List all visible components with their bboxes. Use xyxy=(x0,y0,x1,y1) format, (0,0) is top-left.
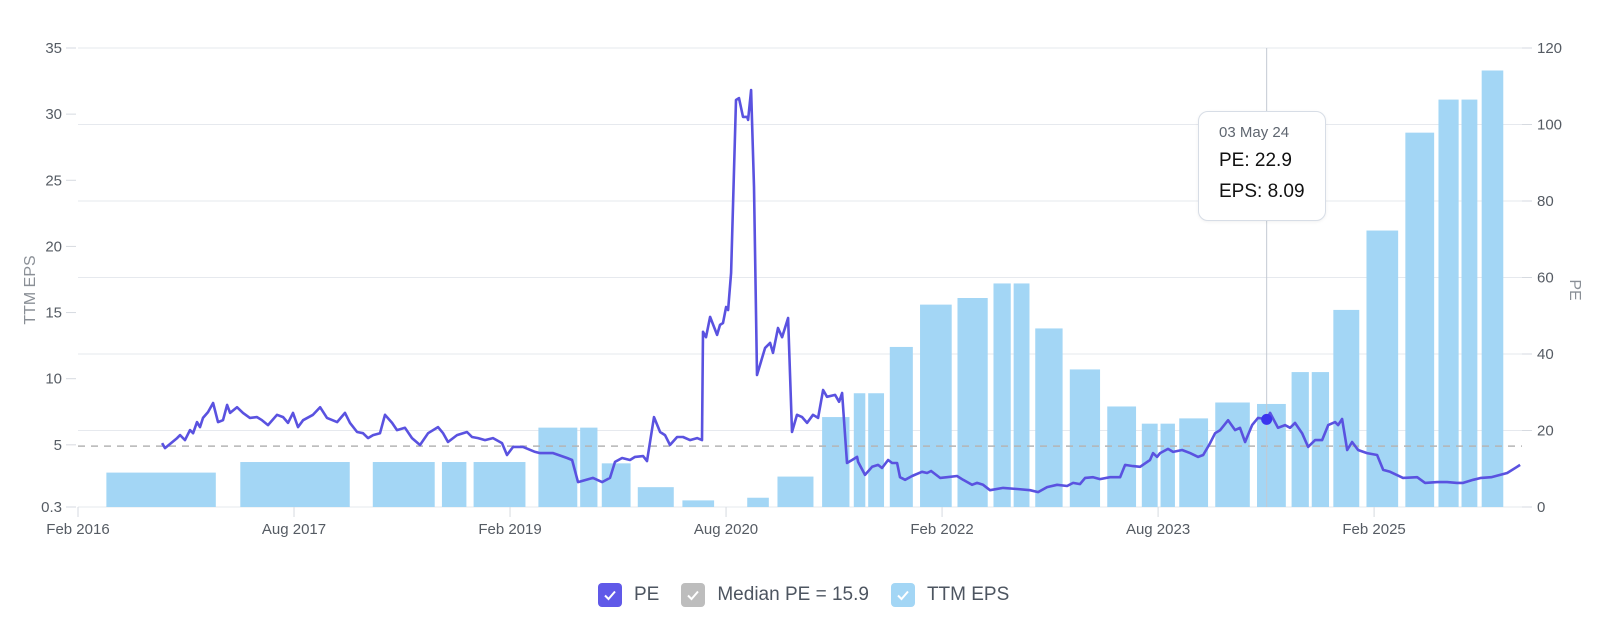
eps-bar xyxy=(1013,283,1030,507)
check-icon xyxy=(604,590,616,601)
legend-item-ttm-eps[interactable]: TTM EPS xyxy=(890,583,1010,607)
right-tick-label: 0 xyxy=(1537,499,1545,516)
eps-bar xyxy=(1333,309,1360,507)
eps-bar xyxy=(1179,418,1209,507)
eps-bar xyxy=(637,487,674,507)
right-tick-label: 20 xyxy=(1537,423,1554,440)
left-tick-label: 35 xyxy=(45,40,62,57)
eps-bar xyxy=(777,476,814,507)
eps-bar xyxy=(1215,402,1250,507)
eps-bar xyxy=(993,283,1011,507)
legend: PE Median PE = 15.9 TTM EPS xyxy=(598,583,1031,607)
pe-line xyxy=(160,88,1521,494)
right-axis: 120 100 80 60 40 20 0 xyxy=(1522,40,1562,516)
eps-bar xyxy=(1405,132,1435,508)
left-tick-label: 30 xyxy=(45,106,62,123)
checkbox-ttm-eps[interactable] xyxy=(890,583,915,607)
eps-bar xyxy=(240,462,350,507)
eps-bar xyxy=(1461,99,1478,508)
eps-bar xyxy=(682,500,715,507)
eps-bar xyxy=(1291,372,1309,507)
legend-item-pe[interactable]: PE xyxy=(598,583,659,607)
x-tick-label: Aug 2017 xyxy=(262,521,326,538)
tooltip-date: 03 May 24 xyxy=(1219,124,1290,141)
eps-bar xyxy=(1069,369,1101,507)
check-icon xyxy=(897,590,909,601)
eps-bar xyxy=(601,463,631,507)
x-axis: Feb 2016 Aug 2017 Feb 2019 Aug 2020 Feb 2022… xyxy=(46,507,1406,538)
legend-label-ttm-eps: TTM EPS xyxy=(926,584,1010,605)
right-tick-label: 80 xyxy=(1537,193,1554,210)
eps-bar xyxy=(1107,406,1137,507)
left-axis-title: TTM EPS xyxy=(22,255,39,324)
left-tick-label: 20 xyxy=(45,238,62,255)
x-tick-label: Feb 2022 xyxy=(910,521,973,538)
legend-label-pe: PE xyxy=(634,584,660,605)
legend-item-median-pe[interactable]: Median PE = 15.9 xyxy=(681,583,869,607)
left-tick-label: 0.3 xyxy=(41,499,62,516)
x-tick-label: Feb 2025 xyxy=(1342,521,1405,538)
right-axis-title: PE xyxy=(1566,279,1583,300)
eps-bar xyxy=(538,427,578,507)
eps-bar xyxy=(372,462,435,507)
right-tick-label: 40 xyxy=(1537,346,1554,363)
eps-bar xyxy=(106,472,216,507)
checkbox-pe[interactable] xyxy=(598,583,622,607)
eps-bar xyxy=(957,298,988,507)
x-tick-label: Aug 2020 xyxy=(694,521,758,538)
right-tick-label: 60 xyxy=(1537,270,1554,287)
eps-bar xyxy=(889,346,913,507)
eps-bar xyxy=(473,462,526,507)
left-axis: 35 30 25 20 15 10 5 0.3 xyxy=(41,40,76,516)
eps-bar xyxy=(1481,70,1504,507)
left-tick-label: 5 xyxy=(54,437,62,454)
eps-bar xyxy=(441,462,467,507)
left-tick-label: 15 xyxy=(45,305,62,322)
x-tick-label: Feb 2016 xyxy=(46,521,109,538)
eps-bar xyxy=(853,393,866,507)
eps-bar xyxy=(1160,423,1175,507)
eps-bar xyxy=(747,497,769,507)
eps-bar xyxy=(1035,328,1063,507)
eps-bar xyxy=(580,427,598,507)
legend-label-median-pe: Median PE = 15.9 xyxy=(717,584,869,605)
x-tick-label: Feb 2019 xyxy=(478,521,541,538)
eps-bars xyxy=(106,70,1504,508)
eps-bar xyxy=(1438,99,1459,508)
x-tick-label: Aug 2023 xyxy=(1126,521,1190,538)
hover-point xyxy=(1261,413,1273,425)
tooltip: 03 May 24 PE: 22.9 EPS: 8.09 xyxy=(1198,111,1326,221)
left-tick-label: 25 xyxy=(45,172,62,189)
tooltip-pe: PE: 22.9 xyxy=(1219,150,1292,171)
right-tick-label: 120 xyxy=(1537,40,1562,57)
eps-bar xyxy=(868,393,885,507)
eps-bar xyxy=(1366,230,1399,507)
eps-bar xyxy=(1141,423,1158,507)
checkbox-median-pe[interactable] xyxy=(681,583,706,607)
right-tick-label: 100 xyxy=(1537,117,1562,134)
left-tick-label: 10 xyxy=(45,371,62,388)
check-icon xyxy=(687,590,700,601)
tooltip-eps: EPS: 8.09 xyxy=(1219,181,1305,202)
